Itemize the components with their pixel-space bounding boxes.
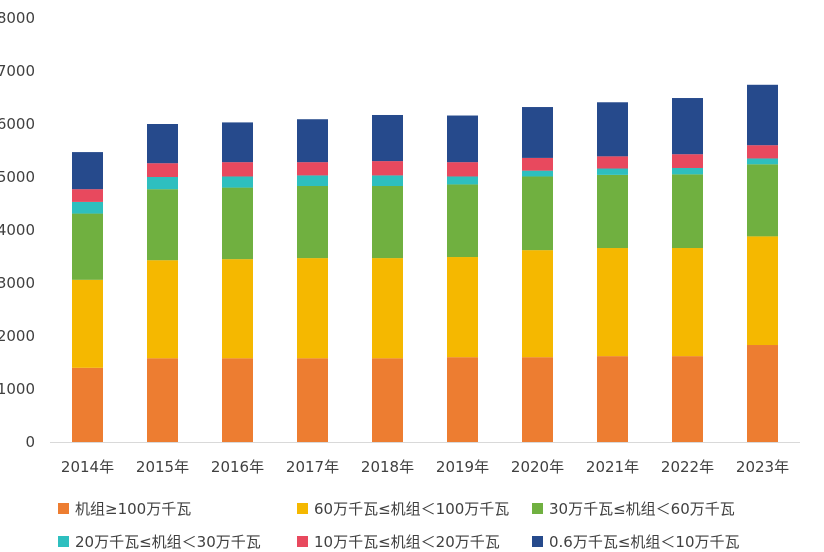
bar-segment	[597, 174, 628, 249]
bar-segment	[522, 250, 553, 358]
y-tick-label: 6000	[0, 115, 35, 133]
y-axis-ticks: 0 1000 2000 3000 4000 5000 6000 7000 8000	[0, 9, 35, 451]
bar-segment	[672, 98, 703, 155]
bar-segment	[372, 358, 403, 442]
bar-segment	[672, 356, 703, 442]
bar-segment	[672, 167, 703, 175]
bar-segment	[72, 189, 103, 202]
bar-segment	[222, 187, 253, 260]
bar-segment	[747, 164, 778, 237]
bar-segment	[597, 248, 628, 357]
bar-segment	[222, 176, 253, 188]
bar-segment	[297, 358, 328, 442]
bar-segment	[147, 177, 178, 190]
y-tick-label: 0	[25, 433, 35, 451]
bar-segment	[597, 168, 628, 175]
bar-segment	[372, 175, 403, 187]
x-tick-label: 2018年	[361, 458, 414, 476]
bar-segment	[222, 162, 253, 177]
bar-segment	[222, 358, 253, 442]
bar-segment	[597, 156, 628, 169]
bar-segment	[72, 201, 103, 214]
bar-segment	[447, 257, 478, 358]
bar-segment	[522, 170, 553, 177]
bar-segment	[147, 260, 178, 359]
bar-segment	[372, 186, 403, 259]
y-tick-label: 8000	[0, 9, 35, 27]
bar-segment	[447, 176, 478, 185]
bar-segment	[297, 186, 328, 259]
bar-segment	[597, 102, 628, 157]
bar-segment	[72, 213, 103, 280]
bar-segment	[522, 107, 553, 158]
x-tick-label: 2016年	[211, 458, 264, 476]
x-tick-label: 2021年	[586, 458, 639, 476]
x-tick-label: 2019年	[436, 458, 489, 476]
x-tick-label: 2015年	[136, 458, 189, 476]
bar-segment	[147, 163, 178, 177]
x-tick-label: 2020年	[511, 458, 564, 476]
y-tick-label: 7000	[0, 62, 35, 80]
bar-segment	[447, 184, 478, 258]
bar-segment	[72, 279, 103, 368]
bar-segment	[747, 236, 778, 346]
x-tick-label: 2017年	[286, 458, 339, 476]
bar-segment	[222, 259, 253, 359]
bar-segment	[372, 161, 403, 176]
bar-segment	[672, 154, 703, 168]
bar-segment	[147, 124, 178, 164]
x-tick-label: 2022年	[661, 458, 714, 476]
bar-segment	[447, 357, 478, 442]
bar-segment	[372, 258, 403, 359]
bar-segment	[447, 115, 478, 163]
bar-segment	[522, 176, 553, 251]
bar-segment	[747, 84, 778, 146]
bar-segment	[672, 174, 703, 249]
bar-segment	[147, 358, 178, 442]
bar-segment	[222, 122, 253, 163]
bar-segment	[297, 119, 328, 163]
bar-segment	[447, 162, 478, 177]
bar-segment	[522, 157, 553, 171]
bar-segment	[72, 152, 103, 190]
y-tick-label: 4000	[0, 221, 35, 239]
bar-segment	[522, 357, 553, 442]
y-tick-label: 1000	[0, 380, 35, 398]
bars	[72, 84, 778, 442]
bar-segment	[297, 175, 328, 187]
bar-segment	[597, 356, 628, 442]
bar-segment	[747, 145, 778, 159]
x-tick-label: 2023年	[736, 458, 789, 476]
bar-segment	[147, 189, 178, 261]
bar-segment	[747, 345, 778, 442]
x-axis-ticks: 2014年 2015年 2016年 2017年 2018年 2019年 2020年 2021年…	[61, 458, 789, 476]
bar-segment	[297, 162, 328, 176]
x-tick-label: 2014年	[61, 458, 114, 476]
bar-segment	[372, 114, 403, 162]
bar-segment	[747, 158, 778, 165]
y-tick-label: 5000	[0, 168, 35, 186]
bar-segment	[672, 248, 703, 357]
bar-segment	[72, 367, 103, 442]
y-tick-label: 2000	[0, 327, 35, 345]
y-tick-label: 3000	[0, 274, 35, 292]
bar-segment	[297, 258, 328, 359]
